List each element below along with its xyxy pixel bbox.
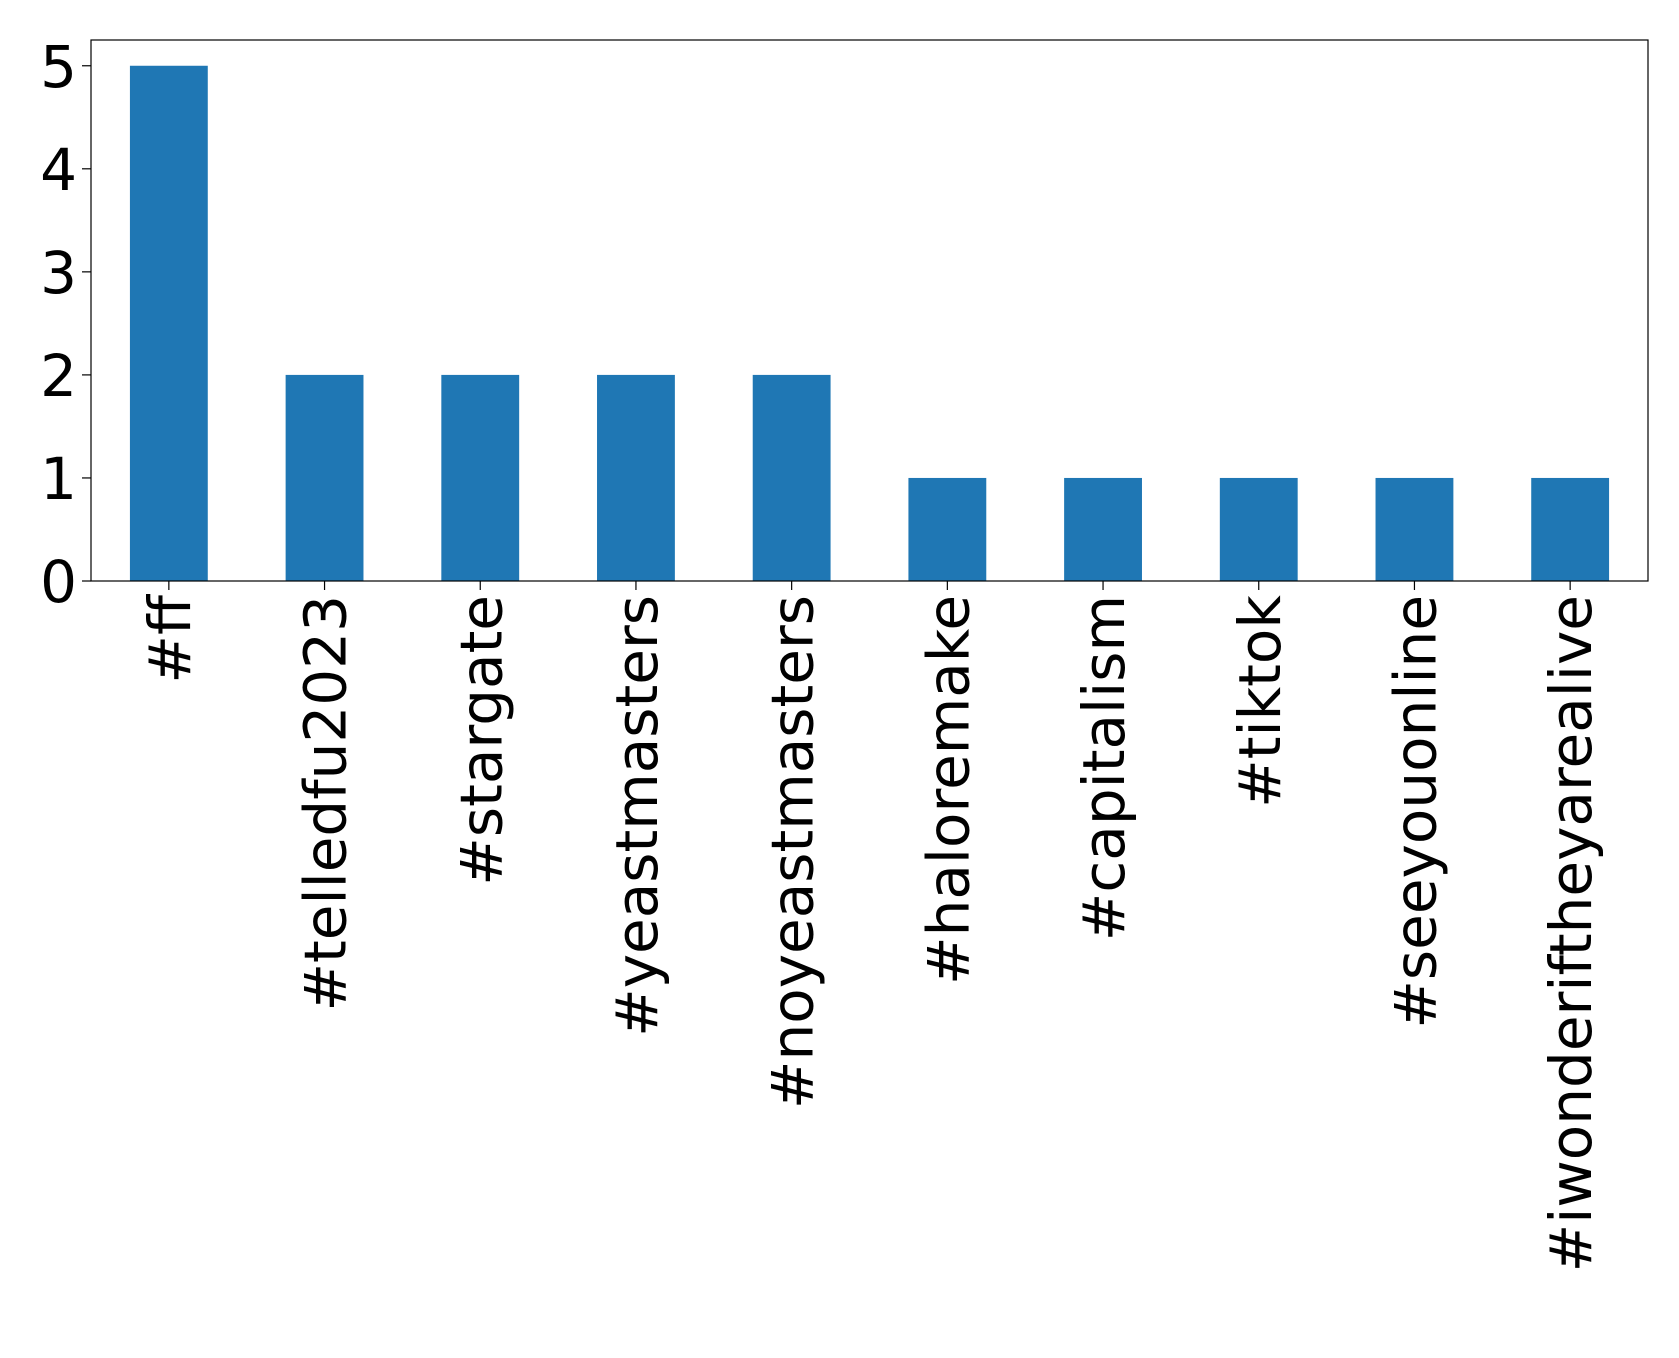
x-tick-label: #telledfu2023 — [292, 595, 360, 1012]
bar — [285, 374, 364, 581]
bar — [597, 374, 675, 581]
y-tick-label: 4 — [40, 136, 77, 204]
x-tick-label: #noyeastmasters — [759, 595, 827, 1109]
bar — [441, 374, 520, 581]
x-tick-label: #seeyouonline — [1381, 595, 1449, 1029]
bar — [1375, 477, 1454, 581]
y-tick-label: 0 — [40, 548, 77, 616]
y-tick-label: 2 — [40, 342, 77, 410]
x-tick-label: #capitalism — [1070, 595, 1138, 941]
bar — [908, 477, 987, 581]
x-tick-label: #ff — [136, 593, 204, 684]
y-tick-label: 5 — [40, 33, 77, 101]
x-tick-label: #haloremake — [914, 595, 982, 985]
bar — [752, 374, 831, 581]
x-tick-label: #stargate — [447, 595, 515, 886]
y-tick-label: 3 — [40, 239, 77, 307]
bar — [129, 65, 208, 581]
bar — [1064, 477, 1142, 581]
bar — [1531, 477, 1610, 581]
x-tick-label: #iwonderiftheyarealive — [1537, 595, 1605, 1272]
y-tick-label: 1 — [40, 445, 77, 513]
x-tick-label: #yeastmasters — [603, 595, 671, 1037]
bar — [1219, 477, 1298, 581]
plot-frame — [90, 39, 1649, 582]
x-tick-label: #tiktok — [1226, 595, 1294, 808]
